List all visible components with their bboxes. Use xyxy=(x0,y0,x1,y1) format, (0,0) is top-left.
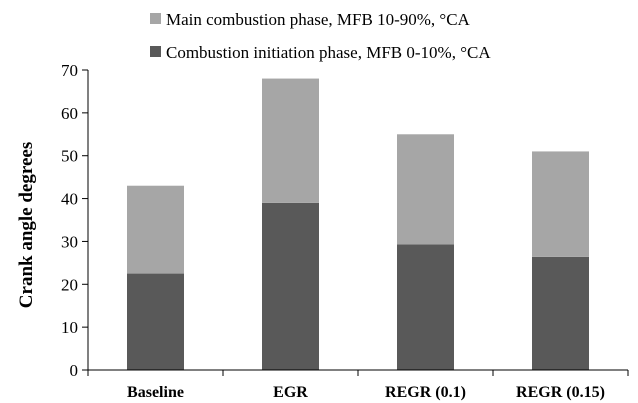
y-tick-label: 40 xyxy=(61,190,78,209)
legend-label-main-combustion: Main combustion phase, MFB 10-90%, °CA xyxy=(166,10,471,29)
bar-main-combustion-phase xyxy=(262,78,319,203)
bar-main-combustion-phase xyxy=(532,151,589,257)
legend: Main combustion phase, MFB 10-90%, °CA C… xyxy=(150,10,491,62)
bar-main-combustion-phase xyxy=(127,185,184,274)
x-tick-label: REGR (0.1) xyxy=(385,384,466,401)
y-tick-label: 10 xyxy=(61,318,78,337)
x-tick-label: EGR xyxy=(273,384,308,401)
bar-main-combustion-phase xyxy=(397,134,454,245)
x-tick-label: REGR (0.15) xyxy=(516,384,605,401)
y-tick-label: 50 xyxy=(61,147,78,166)
bar-initiation-phase xyxy=(397,244,454,370)
y-axis: 0 10 20 30 40 50 60 70 xyxy=(61,61,88,380)
y-tick-label: 0 xyxy=(70,361,79,380)
bars xyxy=(127,78,589,370)
x-tick-label: Baseline xyxy=(127,384,184,401)
bar-initiation-phase xyxy=(127,273,184,370)
legend-swatch-main-combustion xyxy=(150,13,161,24)
y-tick-label: 30 xyxy=(61,232,78,251)
y-tick-label: 70 xyxy=(61,61,78,80)
bar-initiation-phase xyxy=(532,256,589,370)
y-tick-label: 20 xyxy=(61,275,78,294)
y-tick-label: 60 xyxy=(61,104,78,123)
x-axis: Baseline EGR REGR (0.1) REGR (0.15) xyxy=(87,370,629,401)
bar-initiation-phase xyxy=(262,202,319,370)
legend-swatch-initiation xyxy=(150,46,161,57)
y-axis-label: Crank angle degrees xyxy=(16,142,37,308)
legend-label-initiation: Combustion initiation phase, MFB 0-10%, … xyxy=(166,43,491,62)
